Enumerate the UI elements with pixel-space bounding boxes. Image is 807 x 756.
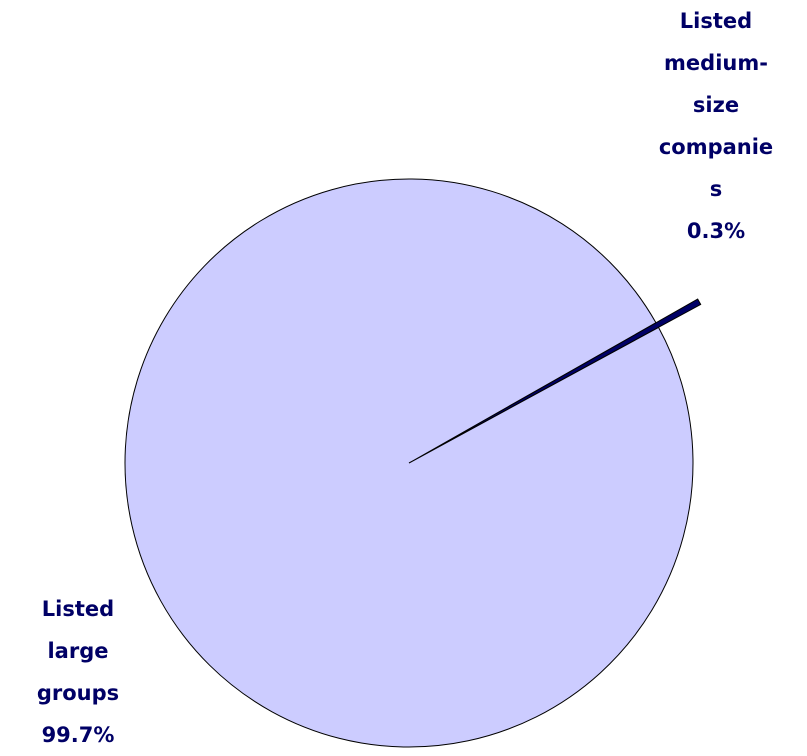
slice-label: Listed large groups 99.7% bbox=[17, 588, 139, 756]
category-label: Listed medium-size companies bbox=[658, 9, 774, 201]
category-label: Listed large groups bbox=[36, 597, 120, 705]
value-label: 0.3% bbox=[686, 219, 746, 243]
value-label: 99.7% bbox=[41, 723, 115, 747]
slice-label: Listed medium-size companies 0.3% bbox=[655, 0, 777, 252]
pie-slice bbox=[124, 178, 694, 748]
